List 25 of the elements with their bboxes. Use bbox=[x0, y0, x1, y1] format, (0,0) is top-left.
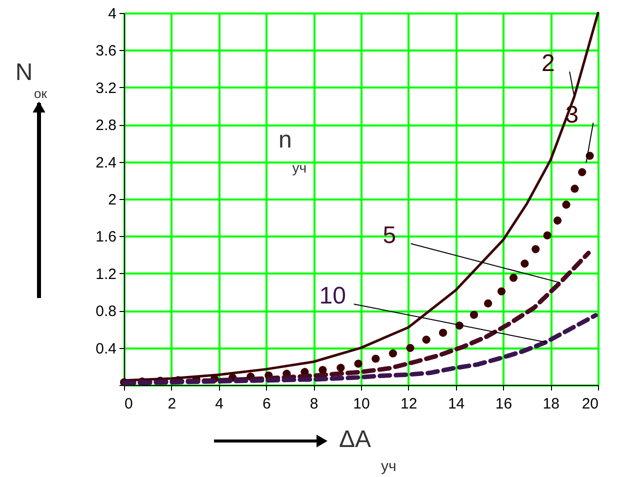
x-axis-title: ΔAуч bbox=[339, 426, 396, 475]
y-tick-label: 1.2 bbox=[96, 266, 116, 283]
y-tick-label: 2 bbox=[108, 192, 116, 208]
x-tick-label: 14 bbox=[448, 396, 465, 412]
x-tick-label: 16 bbox=[495, 396, 512, 412]
y-tick-label: 2.4 bbox=[96, 154, 116, 172]
text: 10 bbox=[319, 282, 346, 310]
y-axis-title: Nок bbox=[15, 59, 48, 101]
x-tick-label: 20 bbox=[582, 396, 598, 412]
y-tick-label: 2.8 bbox=[96, 117, 116, 134]
y-tick-label: 3.6 bbox=[96, 42, 116, 60]
x-tick-label: 6 bbox=[262, 396, 271, 412]
y-tick-label: 4 bbox=[108, 6, 116, 22]
x-tick-label: 12 bbox=[400, 396, 418, 412]
x-tick-label: 8 bbox=[310, 396, 318, 412]
x-tick-label: 18 bbox=[542, 396, 560, 412]
y-tick-label: 3.2 bbox=[96, 80, 116, 97]
annotation: nуч bbox=[278, 126, 307, 176]
x-tick-label: 4 bbox=[215, 396, 224, 412]
y-tick-label: 1.6 bbox=[96, 228, 116, 246]
y-tick-label: 0.8 bbox=[96, 303, 116, 320]
x-tick-label: 2 bbox=[168, 396, 176, 412]
x-tick-label: 10 bbox=[353, 396, 370, 412]
x-tick-label: 0 bbox=[124, 396, 133, 412]
y-tick-label: 0.4 bbox=[96, 340, 116, 358]
